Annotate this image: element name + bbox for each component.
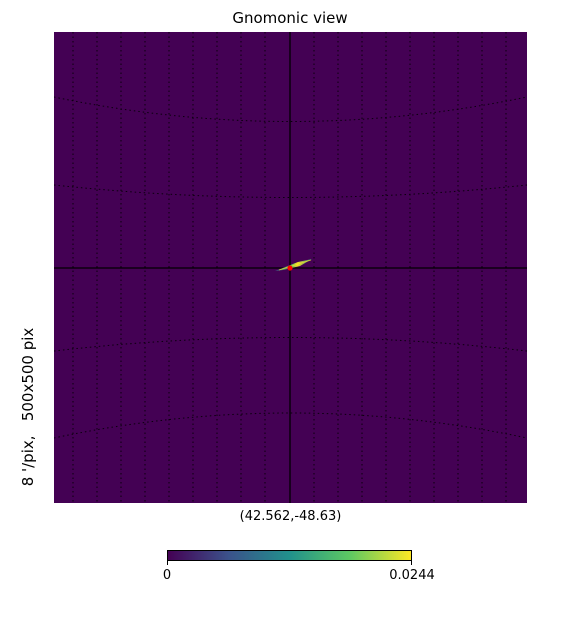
colorbar [167,550,412,561]
hotspot [275,259,312,271]
center-marker [287,265,293,271]
parallel-line [54,412,527,439]
resolution-label: 8 '/pix, 500x500 pix [19,327,37,487]
colorbar-max-tick [411,561,412,565]
colorbar-max-label: 0.0244 [389,568,435,583]
chart-title: Gnomonic view [232,9,348,27]
colorbar-min-label: 0 [162,568,172,583]
colorbar-min-tick [167,561,168,565]
parallel-line [54,96,527,122]
center-coordinates-label: (42.562,-48.63) [239,509,342,524]
graticule [54,32,527,503]
